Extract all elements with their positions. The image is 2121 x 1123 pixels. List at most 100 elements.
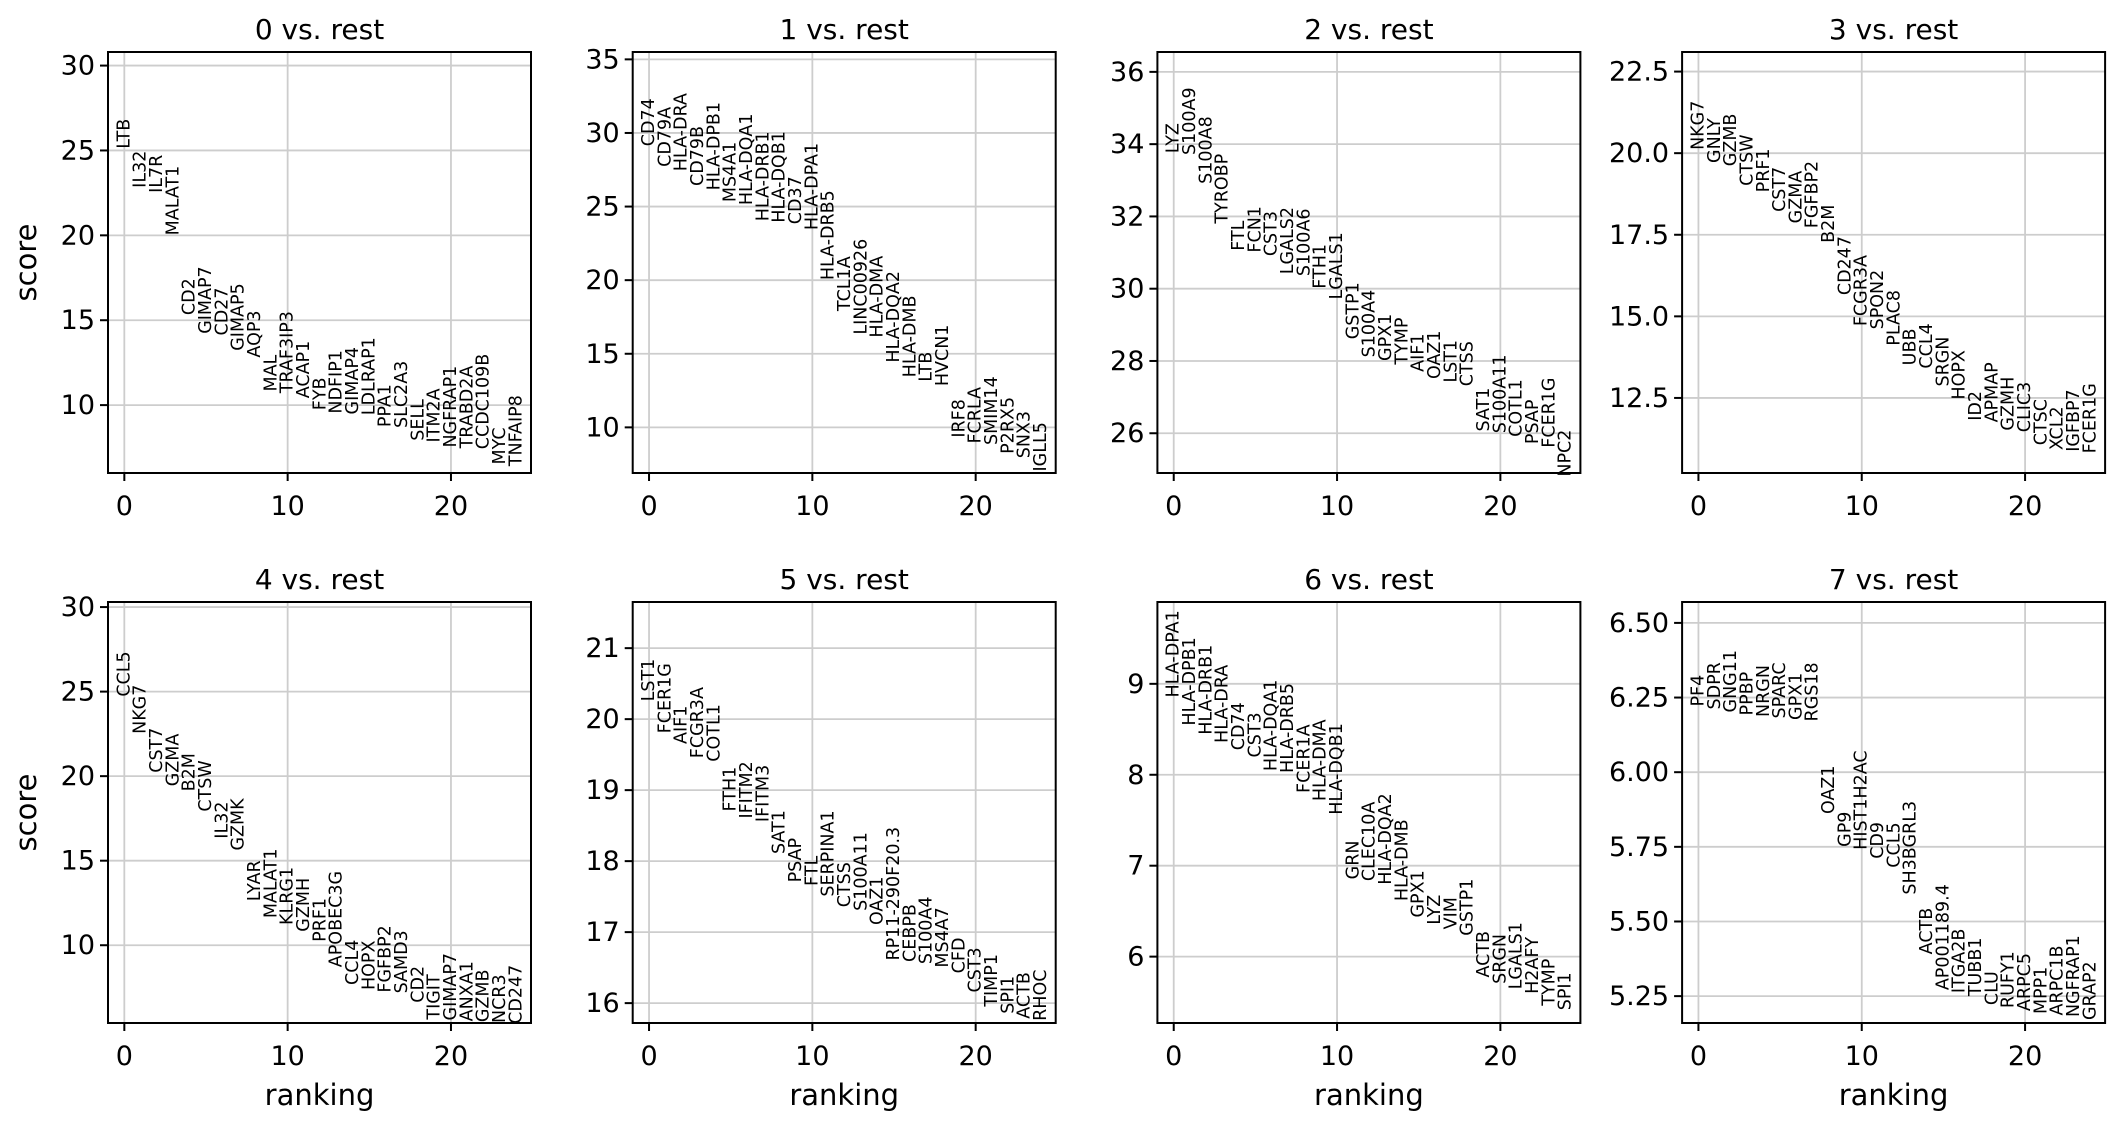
x-tick-label: 0 xyxy=(116,1041,133,1072)
gene-label: IL7R xyxy=(147,155,167,193)
y-tick-label: 12.5 xyxy=(1609,383,1669,414)
gene-label: CTSW xyxy=(196,760,216,811)
gene-label: FTH1 xyxy=(721,767,741,812)
gene-label: CEBPB xyxy=(900,904,920,962)
gene-label: FCN1 xyxy=(1245,206,1265,253)
gene-label: CD2 xyxy=(408,966,428,1003)
y-tick-label: 15.0 xyxy=(1609,301,1669,332)
gene-label: GZMK xyxy=(229,798,249,851)
y-tick-label: 20.0 xyxy=(1609,138,1669,169)
gene-label: PSAP xyxy=(1523,400,1543,445)
gene-label: IGFBP7 xyxy=(2064,389,2084,451)
y-tick-label: 15 xyxy=(61,305,95,336)
y-tick-label: 21 xyxy=(585,633,619,664)
y-tick-label: 28 xyxy=(1110,346,1144,377)
gene-label: HLA-DRB1 xyxy=(753,131,773,221)
y-tick-label: 32 xyxy=(1110,201,1144,232)
x-tick-label: 0 xyxy=(640,1041,657,1072)
y-tick-label: 20 xyxy=(585,704,619,735)
y-tick-label: 6.25 xyxy=(1609,683,1669,714)
gene-label: NKG7 xyxy=(131,685,151,734)
gene-label: HLA-DMB xyxy=(900,296,920,378)
x-tick-label: 10 xyxy=(1320,1041,1354,1072)
gene-label: ID2 xyxy=(1966,391,1986,421)
gene-label: PPBP xyxy=(1737,672,1757,716)
subplot-title: 3 vs. rest xyxy=(1829,13,1958,46)
axes-spines xyxy=(107,51,532,474)
gene-label: CTSS xyxy=(835,862,855,907)
gene-label: GIMAP4 xyxy=(343,347,363,414)
gene-label: NGFRAP1 xyxy=(441,366,461,448)
gene-label: LYZ xyxy=(1425,895,1445,925)
y-tick-label: 6 xyxy=(1127,942,1144,973)
gene-label: CCL5 xyxy=(1884,822,1904,867)
y-tick-label: 30 xyxy=(585,118,619,149)
gene-label: IFITM3 xyxy=(753,765,773,822)
gene-label: GZMB xyxy=(1721,114,1741,167)
gene-label: HLA-DQB1 xyxy=(1327,723,1347,815)
gene-label: SAT1 xyxy=(1474,388,1494,432)
gene-label: HLA-DPA1 xyxy=(802,143,822,230)
axes-spines xyxy=(1681,51,2107,474)
gene-label: AIF1 xyxy=(1409,333,1429,371)
gene-label: ACTB xyxy=(1917,908,1937,955)
gene-label: ACTB xyxy=(1474,931,1494,978)
gene-label: IGLL5 xyxy=(1031,422,1051,471)
y-tick-label: 20 xyxy=(61,220,95,251)
gene-label: IRF8 xyxy=(949,399,969,438)
gene-label: GSTP1 xyxy=(1343,282,1363,339)
gene-label: TCL1A xyxy=(835,256,855,312)
gene-label: GPX1 xyxy=(1409,870,1429,917)
gene-label: HLA-DMB xyxy=(1392,819,1412,901)
x-tick-label: 10 xyxy=(270,491,304,522)
gene-label: FTL xyxy=(802,856,822,886)
subplot-title: 1 vs. rest xyxy=(780,13,909,46)
gene-label: ITM2A xyxy=(425,388,445,442)
y-tick-label: 30 xyxy=(61,592,95,623)
gene-label: ARPC1B xyxy=(2048,945,2068,1015)
y-tick-label: 26 xyxy=(1110,418,1144,449)
gene-label: PRF1 xyxy=(1754,148,1774,192)
gene-label: APOBEC3G xyxy=(327,871,347,967)
gene-label: HLA-DPB1 xyxy=(1180,637,1200,725)
x-tick-label: 10 xyxy=(1320,491,1354,522)
gene-label: CD247 xyxy=(1835,236,1855,295)
gene-label: HLA-DPA1 xyxy=(1164,610,1184,697)
gene-label: HOPX xyxy=(1950,350,1970,399)
gene-label: S100A11 xyxy=(1490,354,1510,433)
gene-label: LTB xyxy=(917,352,937,382)
y-tick-label: 8 xyxy=(1127,760,1144,791)
gene-label: CD74 xyxy=(1229,702,1249,750)
gene-label: NPC2 xyxy=(1556,430,1576,477)
gene-label: PF4 xyxy=(1688,675,1708,707)
gene-label: SDPR xyxy=(1705,662,1725,709)
gene-label: HLA-DMA xyxy=(1311,719,1331,801)
gene-label: MS4A7 xyxy=(933,907,953,967)
gene-label: GNG11 xyxy=(1721,650,1741,712)
y-tick-label: 15 xyxy=(585,339,619,370)
y-axis-label: score xyxy=(9,774,43,852)
gene-label: SRGN xyxy=(1933,337,1953,387)
gene-label: GZMH xyxy=(294,878,314,932)
gene-label: HVCN1 xyxy=(933,325,953,387)
x-tick-label: 0 xyxy=(116,491,133,522)
x-tick-label: 0 xyxy=(1165,491,1182,522)
gene-label: KLRG1 xyxy=(278,867,298,925)
gene-label: IFITM2 xyxy=(737,761,757,818)
x-tick-label: 20 xyxy=(434,491,468,522)
x-tick-label: 10 xyxy=(1845,491,1879,522)
gene-label: LYZ xyxy=(1164,123,1184,153)
gene-label: CD74 xyxy=(639,98,659,146)
x-tick-label: 20 xyxy=(1483,1041,1517,1072)
axes-spines xyxy=(1156,51,1582,474)
gene-label: CD2 xyxy=(180,278,200,315)
gene-label: ARPC5 xyxy=(2015,953,2035,1011)
gene-label: HOPX xyxy=(359,941,379,990)
gene-label: RGS18 xyxy=(1803,662,1823,721)
gene-label: XCL2 xyxy=(2048,406,2068,450)
gene-label: S100A4 xyxy=(917,896,937,964)
y-tick-label: 20 xyxy=(61,761,95,792)
